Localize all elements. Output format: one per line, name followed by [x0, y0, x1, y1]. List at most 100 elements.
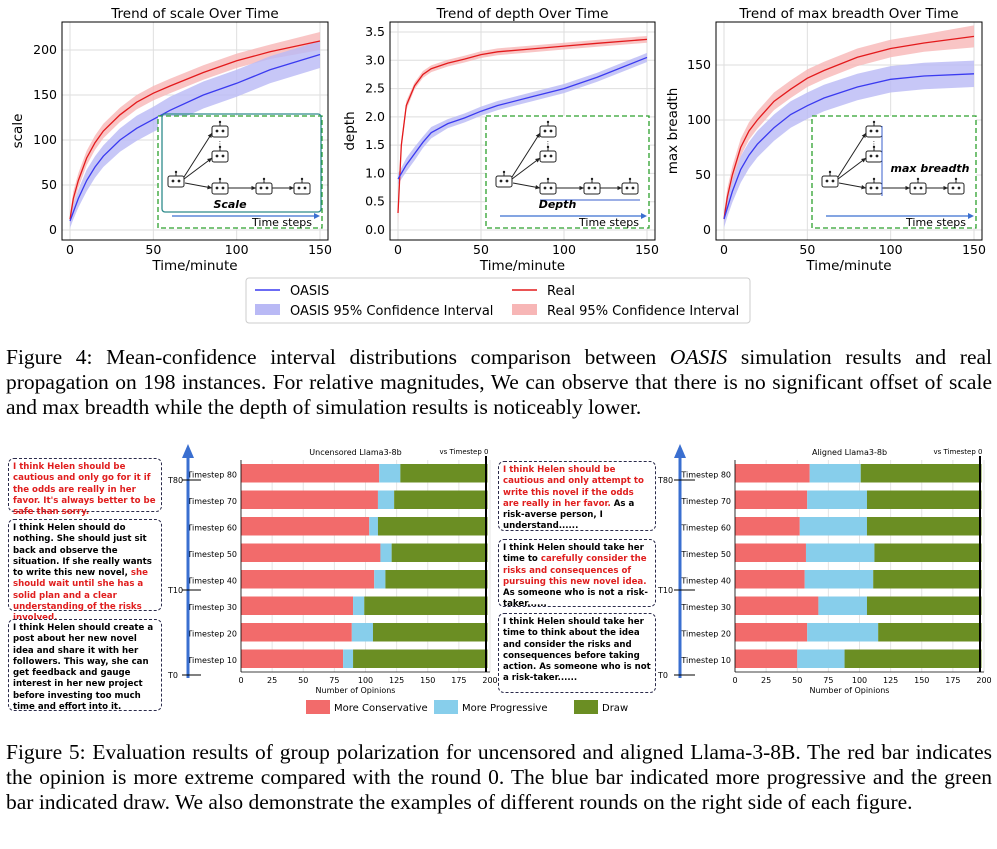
y-axis-label: max breadth	[665, 88, 681, 175]
chart-title: Aligned Llama3-8b	[812, 448, 887, 457]
x-axis-label: Time/minute	[805, 258, 891, 274]
y-tick-label: 1.5	[365, 137, 385, 152]
bar-segment-more-conservative	[241, 490, 378, 509]
inset-label: max breadth	[891, 162, 970, 175]
inset-frame	[157, 115, 323, 229]
category-label: Timestep 60	[186, 523, 237, 532]
time-arrow-head	[968, 213, 974, 219]
edge	[183, 157, 213, 180]
bar-segment-draw	[385, 570, 488, 589]
y-tick-label: 100	[33, 132, 57, 147]
bar-segment-draw	[364, 596, 488, 615]
x-tick-label: 100	[225, 242, 249, 257]
bar-segment-more-conservative	[735, 543, 806, 562]
agent-icon	[211, 120, 229, 138]
oasis-ci-band	[724, 60, 974, 228]
x-tick-label: 150	[635, 242, 659, 257]
inset-label: Scale	[213, 198, 247, 211]
x-axis-label: Number of Opinions	[810, 686, 890, 695]
inset-diagram: ⋮ Scale Time steps	[157, 113, 323, 229]
agent-icon	[211, 145, 229, 163]
chart-title: Trend of depth Over Time	[436, 6, 609, 22]
bar-segment-more-progressive	[380, 543, 392, 562]
legend-real: Real	[547, 284, 575, 299]
arrow-head	[861, 185, 866, 190]
legend-oasis: OASIS	[290, 284, 329, 299]
arrow-head	[943, 185, 948, 191]
category-label: Timestep 10	[186, 656, 237, 665]
example-right-t10-text2: As someone who is not a risk-taker......	[503, 588, 648, 610]
legend-real-ci: Real 95% Confidence Interval	[547, 304, 739, 319]
inset-axis-label: Time steps	[251, 216, 312, 229]
bar-segment-more-conservative	[735, 570, 805, 589]
example-right-t0: I think Helen should take her time to th…	[498, 613, 656, 693]
bar-segment-draw	[400, 464, 488, 483]
x-tick-label: 0	[66, 242, 74, 257]
inset-axis-label: Time steps	[578, 216, 639, 229]
bar-segment-draw	[878, 623, 982, 642]
real-line	[69, 40, 321, 220]
agent-icon	[167, 170, 185, 188]
x-tick-label: 125	[883, 676, 898, 685]
x-tick-label: 50	[473, 242, 489, 257]
edge	[511, 157, 541, 180]
x-tick-label: 100	[358, 676, 373, 685]
y-tick-label: 0	[49, 222, 57, 237]
caption-4-suffix: simulation results and real propagation …	[6, 345, 993, 419]
bar-segment-draw	[860, 464, 982, 483]
timeline-marker: T0	[657, 671, 668, 680]
bar-segment-draw	[844, 649, 982, 668]
x-axis-label: Time/minute	[479, 258, 565, 274]
arrow-head	[289, 185, 294, 191]
bar-segment-more-conservative	[735, 596, 819, 615]
bar-segment-more-conservative	[241, 464, 380, 483]
y-tick-label: 100	[687, 112, 711, 127]
x-tick-label: 125	[389, 676, 404, 685]
arrow-head	[207, 158, 212, 163]
edge	[511, 132, 541, 178]
bar-segment-draw	[866, 517, 982, 536]
arrow-head	[905, 185, 910, 191]
line-chart-2: 0.0 0.5 1.0 1.5 2.0 2.5 3.0 3.5 0 50 100 150 Trend o…	[342, 6, 659, 274]
agent-icon	[211, 177, 229, 195]
x-tick-label: 50	[792, 676, 802, 685]
y-tick-label: 150	[33, 87, 57, 102]
bar-segment-more-progressive	[804, 570, 874, 589]
x-tick-label: 0	[732, 676, 737, 685]
bar-segment-draw	[353, 649, 488, 668]
timeline-arrow-head	[182, 444, 194, 458]
x-tick-label: 100	[879, 242, 903, 257]
bar-segment-more-progressive	[379, 464, 401, 483]
y-tick-label: 0	[703, 222, 711, 237]
caption-4-italic: OASIS	[669, 345, 728, 369]
timestep-tag: vs Timestep 0	[440, 448, 489, 456]
legend-draw: Draw	[602, 703, 628, 714]
ellipsis: ⋮	[871, 140, 878, 148]
bar-segment-more-progressive	[377, 490, 395, 509]
legend-progressive: More Progressive	[462, 703, 548, 714]
agent-icon	[865, 177, 883, 195]
arrow-head	[617, 185, 622, 191]
x-tick-label: 200	[976, 676, 991, 685]
bar-segment-more-progressive	[797, 649, 845, 668]
bar-segment-more-conservative	[241, 649, 344, 668]
bar-segment-more-progressive	[374, 570, 386, 589]
bar-segment-more-progressive	[805, 543, 875, 562]
x-tick-label: 100	[852, 676, 867, 685]
legend-oasis-ci: OASIS 95% Confidence Interval	[290, 304, 493, 319]
real-ci-band	[724, 25, 974, 225]
bar-segment-more-progressive	[799, 517, 867, 536]
arrow-head	[207, 185, 212, 190]
example-right-t10-text: I think Helen should take her time to	[503, 543, 644, 565]
y-axis-label: depth	[342, 111, 358, 150]
oasis-line	[397, 56, 648, 180]
example-left-t80-red: I think Helen should be cautious and onl…	[13, 462, 156, 518]
category-label: Timestep 40	[680, 576, 731, 585]
figure-4-caption: Figure 4: Mean-confidence interval distr…	[6, 345, 992, 420]
oasis-line	[69, 53, 321, 222]
x-tick-label: 150	[420, 676, 435, 685]
timeline-arrow-head	[674, 444, 686, 458]
arrow-head	[579, 185, 584, 191]
inset-label: Depth	[539, 198, 577, 211]
